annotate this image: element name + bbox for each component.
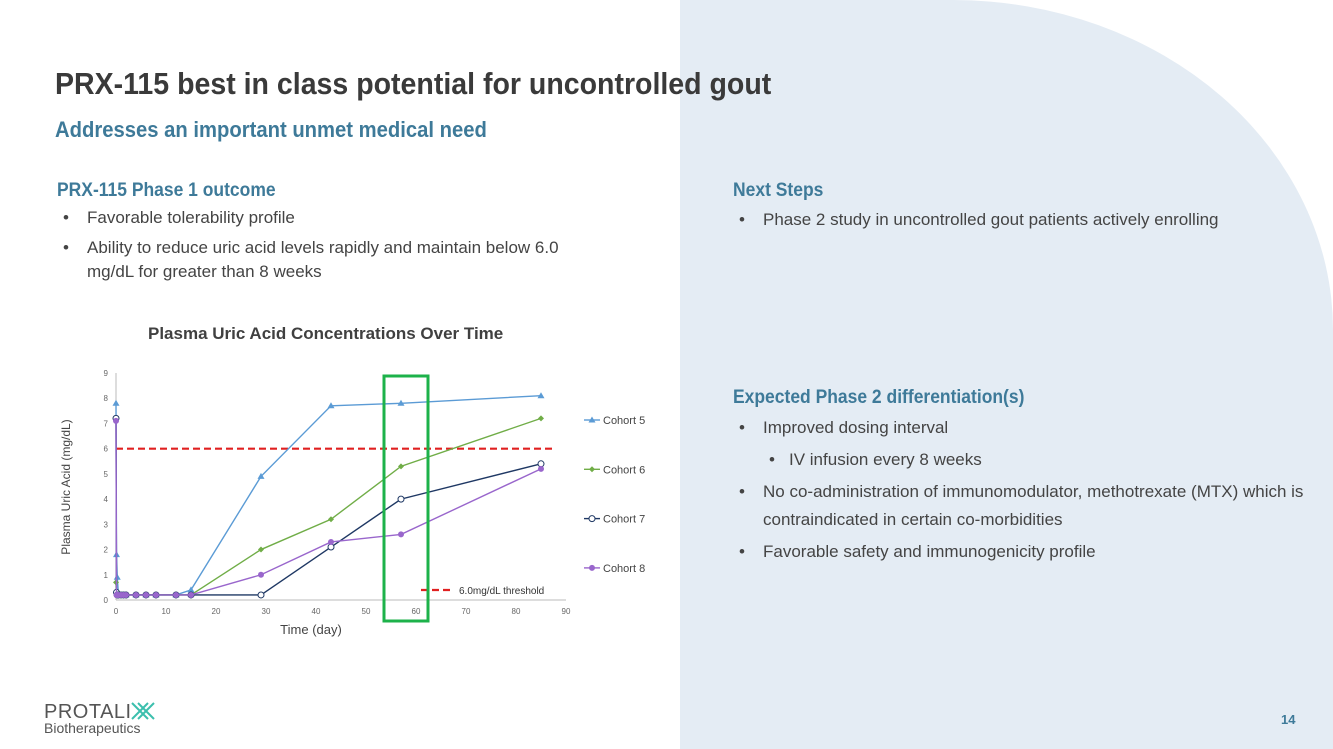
phase1-heading: PRX-115 Phase 1 outcome bbox=[57, 180, 276, 201]
data-point bbox=[398, 463, 404, 470]
x-tick-label: 50 bbox=[362, 607, 371, 616]
highlight-box bbox=[382, 374, 430, 623]
differentiation-list: Improved dosing interval IV infusion eve… bbox=[721, 414, 1311, 570]
y-tick-label: 7 bbox=[104, 419, 109, 428]
data-point bbox=[538, 465, 544, 472]
data-point bbox=[397, 399, 405, 406]
next-steps-list: Phase 2 study in uncontrolled gout patie… bbox=[721, 206, 1241, 238]
x-tick-label: 20 bbox=[212, 607, 221, 616]
legend-label: Cohort 8 bbox=[603, 563, 645, 575]
data-point bbox=[327, 402, 335, 409]
x-tick-label: 60 bbox=[412, 607, 421, 616]
x-axis-label: Time (day) bbox=[280, 622, 342, 637]
series-line-cohort-6 bbox=[115, 417, 542, 596]
y-tick-label: 2 bbox=[104, 546, 109, 555]
legend-label: Cohort 6 bbox=[603, 464, 645, 476]
legend-marker bbox=[589, 564, 595, 571]
x-tick-label: 90 bbox=[562, 607, 571, 616]
list-item: Improved dosing interval bbox=[721, 414, 1311, 442]
x-tick-label: 0 bbox=[114, 607, 119, 616]
data-point bbox=[328, 538, 334, 545]
y-tick-label: 3 bbox=[104, 520, 109, 529]
series-line-cohort-5 bbox=[115, 395, 542, 596]
x-tick-label: 40 bbox=[312, 607, 321, 616]
data-point bbox=[538, 415, 544, 422]
page-subtitle: Addresses an important unmet medical nee… bbox=[55, 117, 487, 142]
chart-title: Plasma Uric Acid Concentrations Over Tim… bbox=[148, 324, 504, 343]
uric-acid-chart: 0 10 20 30 40 50 60 70 80 90 0 1 2 3 4 5 6 7 8 9 Time (day) P… bbox=[59, 369, 645, 637]
data-point bbox=[398, 531, 404, 538]
next-steps-heading: Next Steps bbox=[733, 180, 824, 201]
data-point bbox=[257, 472, 265, 479]
legend-label: Cohort 7 bbox=[603, 514, 645, 526]
y-tick-label: 0 bbox=[104, 596, 109, 605]
list-item: Favorable tolerability profile bbox=[45, 204, 565, 232]
page-number: 14 bbox=[1281, 712, 1296, 727]
list-item: Ability to reduce uric acid levels rapid… bbox=[45, 236, 565, 284]
legend-marker bbox=[588, 515, 596, 523]
y-tick-label: 1 bbox=[104, 571, 109, 580]
legend-marker bbox=[588, 416, 596, 423]
y-tick-label: 8 bbox=[104, 394, 109, 403]
data-point bbox=[187, 586, 195, 593]
series-line-cohort-8 bbox=[115, 420, 542, 596]
data-point bbox=[113, 417, 119, 424]
data-point bbox=[537, 392, 545, 399]
data-point bbox=[123, 591, 129, 598]
data-point bbox=[328, 516, 334, 523]
data-point bbox=[113, 573, 121, 580]
data-point bbox=[257, 591, 265, 599]
x-tick-label: 70 bbox=[462, 607, 471, 616]
threshold-legend-label: 6.0mg/dL threshold bbox=[459, 586, 544, 597]
x-tick-label: 80 bbox=[512, 607, 521, 616]
data-point bbox=[153, 591, 159, 598]
x-tick-label: 30 bbox=[262, 607, 271, 616]
y-tick-label: 6 bbox=[104, 445, 109, 454]
data-point bbox=[143, 591, 149, 598]
series-line-cohort-7 bbox=[115, 418, 542, 596]
data-point bbox=[258, 546, 264, 553]
y-axis-label: Plasma Uric Acid (mg/dL) bbox=[59, 419, 73, 554]
legend-label: Cohort 5 bbox=[603, 415, 645, 427]
list-item: IV infusion every 8 weeks bbox=[721, 446, 1311, 474]
data-point bbox=[133, 591, 139, 598]
phase1-list: Favorable tolerability profile Ability t… bbox=[45, 204, 565, 288]
page-title: PRX-115 best in class potential for unco… bbox=[55, 66, 772, 101]
data-point bbox=[188, 591, 194, 598]
list-item: No co-administration of immunomodulator,… bbox=[721, 478, 1311, 534]
svg-text:PROTALI: PROTALI bbox=[44, 701, 132, 723]
list-item: Favorable safety and immunogenicity prof… bbox=[721, 538, 1311, 566]
data-point bbox=[258, 571, 264, 578]
list-item: Phase 2 study in uncontrolled gout patie… bbox=[721, 206, 1241, 234]
differentiation-heading: Expected Phase 2 differentiation(s) bbox=[733, 387, 1025, 408]
y-tick-label: 4 bbox=[104, 495, 109, 504]
svg-text:Biotherapeutics: Biotherapeutics bbox=[44, 720, 141, 736]
protalix-logo: PROTALI Biotherapeutics bbox=[44, 699, 164, 742]
legend-marker bbox=[589, 466, 595, 473]
background-panel bbox=[680, 0, 1333, 749]
data-point bbox=[112, 399, 120, 406]
data-point bbox=[173, 591, 179, 598]
y-tick-label: 9 bbox=[104, 369, 109, 378]
y-tick-label: 5 bbox=[104, 470, 109, 479]
x-tick-label: 10 bbox=[162, 607, 171, 616]
data-point bbox=[397, 495, 405, 503]
